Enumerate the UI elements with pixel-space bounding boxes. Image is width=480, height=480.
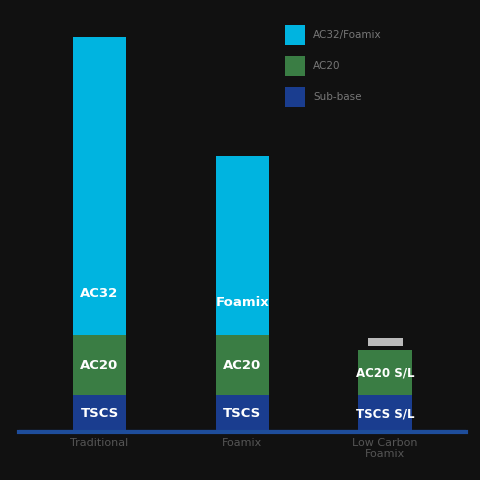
Bar [216,395,269,432]
Bar [73,336,126,395]
Bar [73,37,126,336]
Text: Foamix: Foamix [216,296,269,309]
Text: Sub-base: Sub-base [313,92,361,102]
Bar [73,395,126,432]
FancyBboxPatch shape [285,57,305,76]
Text: AC20 S/L: AC20 S/L [356,366,415,379]
Text: AC20: AC20 [313,61,340,72]
Text: AC32: AC32 [81,287,119,300]
Text: AC32/Foamix: AC32/Foamix [313,30,382,40]
Bar [359,350,412,395]
Text: TSCS: TSCS [81,407,119,420]
Bar [359,395,412,432]
Bar [368,338,403,346]
FancyBboxPatch shape [285,87,305,107]
Text: TSCS S/L: TSCS S/L [356,407,415,420]
Bar [216,156,269,336]
Bar [216,336,269,395]
Text: TSCS: TSCS [223,407,262,420]
Text: AC20: AC20 [81,359,119,372]
FancyBboxPatch shape [285,25,305,45]
Text: AC20: AC20 [223,359,262,372]
